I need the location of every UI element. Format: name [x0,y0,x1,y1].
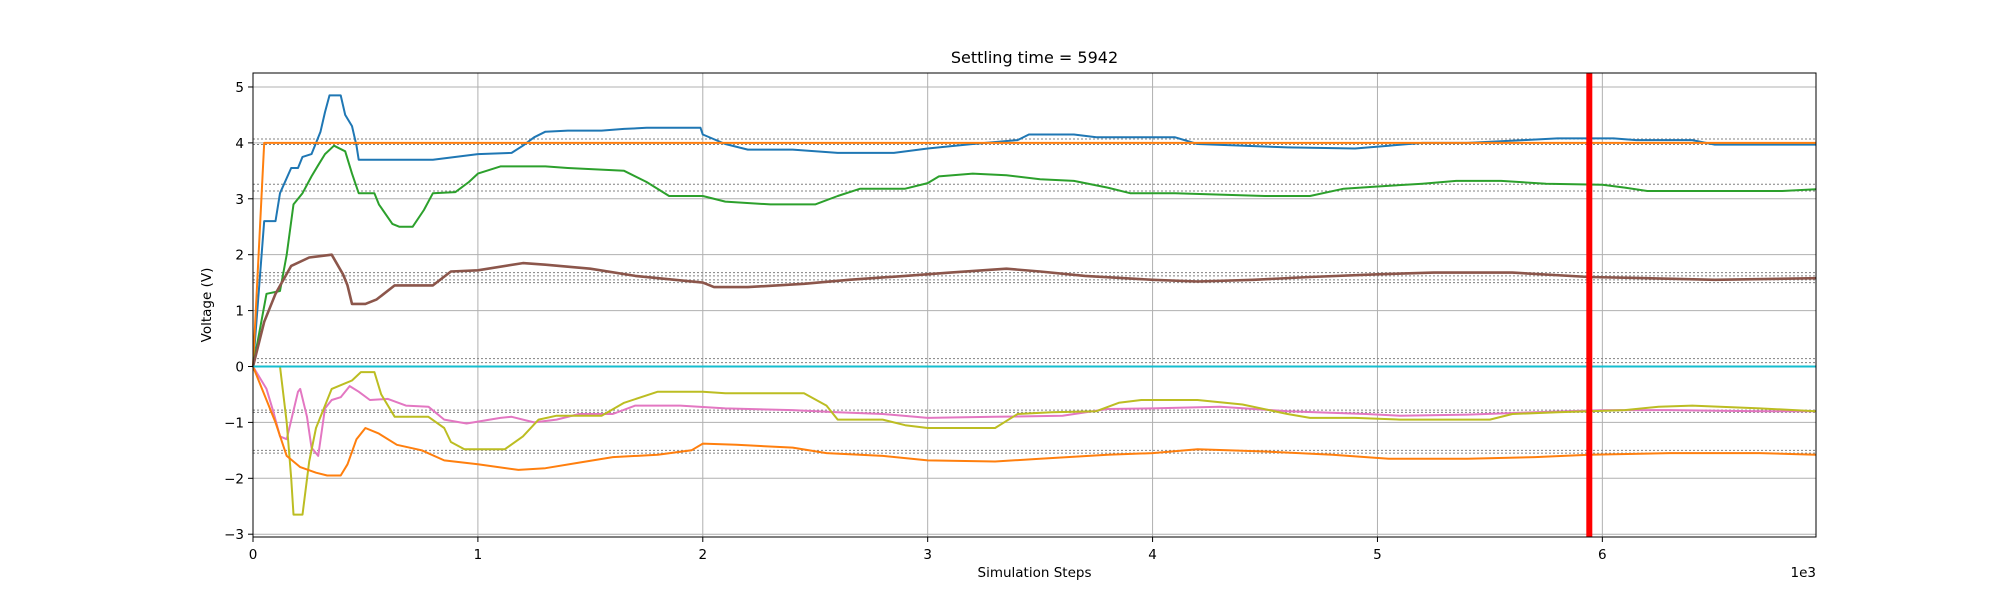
series-group [251,94,1817,516]
x-tick-label-2: 2 [698,547,707,563]
plot-frame [252,72,1817,538]
y-tick-label-2: −1 [224,415,244,431]
series-line-6 [252,366,1817,477]
x-tick-label-0: 0 [249,547,258,563]
y-tick-label-3: 0 [235,359,244,375]
y-tick-label-7: 4 [235,136,244,152]
reference-levels [253,138,1816,454]
x-tick-label-3: 3 [923,547,932,563]
series-line-0 [252,94,1816,367]
x-axis-offset-text: 1e3 [1791,565,1816,581]
y-axis-label: Voltage (V) [199,268,215,343]
y-tick-label-6: 3 [235,192,244,208]
series-line-1 [252,141,1816,367]
x-tick-label-4: 4 [1148,547,1157,563]
x-tick-label-5: 5 [1373,547,1382,563]
y-tick-label-0: −3 [224,527,244,543]
y-tick-label-4: 1 [235,304,244,320]
series-line-5 [253,365,1817,516]
y-tick-label-8: 5 [235,80,244,96]
y-axis: −3 −2 −1 0 1 2 3 4 5 [224,80,253,543]
series-line-3 [251,253,1817,367]
series-line-4 [252,365,1816,457]
x-axis: 0 1 2 3 4 5 6 [249,537,1607,563]
x-tick-label-1: 1 [474,547,483,563]
series-line-2 [252,144,1817,367]
y-tick-label-1: −2 [224,471,244,487]
x-tick-label-6: 6 [1598,547,1607,563]
x-axis-label: Simulation Steps [978,565,1092,581]
chart-title: Settling time = 5942 [951,48,1118,67]
y-tick-label-5: 2 [235,248,244,264]
